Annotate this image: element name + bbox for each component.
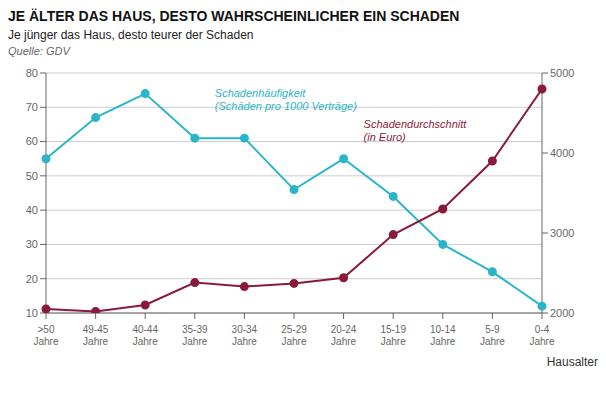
svg-text:40: 40	[26, 204, 38, 216]
svg-text:35-39Jahre: 35-39Jahre	[182, 324, 208, 347]
svg-text:25-29Jahre: 25-29Jahre	[281, 324, 307, 347]
svg-text:70: 70	[26, 101, 38, 113]
svg-text:3000: 3000	[550, 227, 574, 239]
svg-text:20: 20	[26, 273, 38, 285]
svg-text:Schadendurchschnitt(in Euro): Schadendurchschnitt(in Euro)	[364, 118, 468, 143]
html-text:JE ÄLTER DAS HAUS, DESTO WAHRS: JE ÄLTER DAS HAUS, DESTO WAHRSCHEINLICHE…	[8, 8, 460, 24]
svg-text:Schadenhäufigkeit(Schäden pro: Schadenhäufigkeit(Schäden pro 1000 Vertr…	[215, 87, 357, 112]
svg-text:10: 10	[26, 307, 38, 319]
svg-text:2000: 2000	[550, 307, 574, 319]
svg-text:60: 60	[26, 135, 38, 147]
svg-text:30: 30	[26, 238, 38, 250]
svg-text:>50Jahre: >50Jahre	[33, 324, 58, 347]
svg-text:15-19Jahre: 15-19Jahre	[380, 324, 406, 347]
html-text:Hausalter: Hausalter	[546, 355, 598, 369]
svg-text:4000: 4000	[550, 147, 574, 159]
svg-text:20-24Jahre: 20-24Jahre	[331, 324, 357, 347]
svg-text:5-9Jahre: 5-9Jahre	[480, 324, 505, 347]
html-text:Je jünger das Haus, desto teur: Je jünger das Haus, desto teurer der Sch…	[8, 28, 254, 42]
svg-text:5000: 5000	[550, 67, 574, 79]
svg-text:10-14Jahre: 10-14Jahre	[430, 324, 456, 347]
svg-text:50: 50	[26, 170, 38, 182]
html-text:Quelle: GDV: Quelle: GDV	[8, 45, 70, 57]
svg-text:0-4Jahre: 0-4Jahre	[529, 324, 554, 347]
svg-text:80: 80	[26, 67, 38, 79]
svg-text:40-44Jahre: 40-44Jahre	[132, 324, 158, 347]
svg-text:30-34Jahre: 30-34Jahre	[232, 324, 258, 347]
svg-text:49-45Jahre: 49-45Jahre	[83, 324, 109, 347]
